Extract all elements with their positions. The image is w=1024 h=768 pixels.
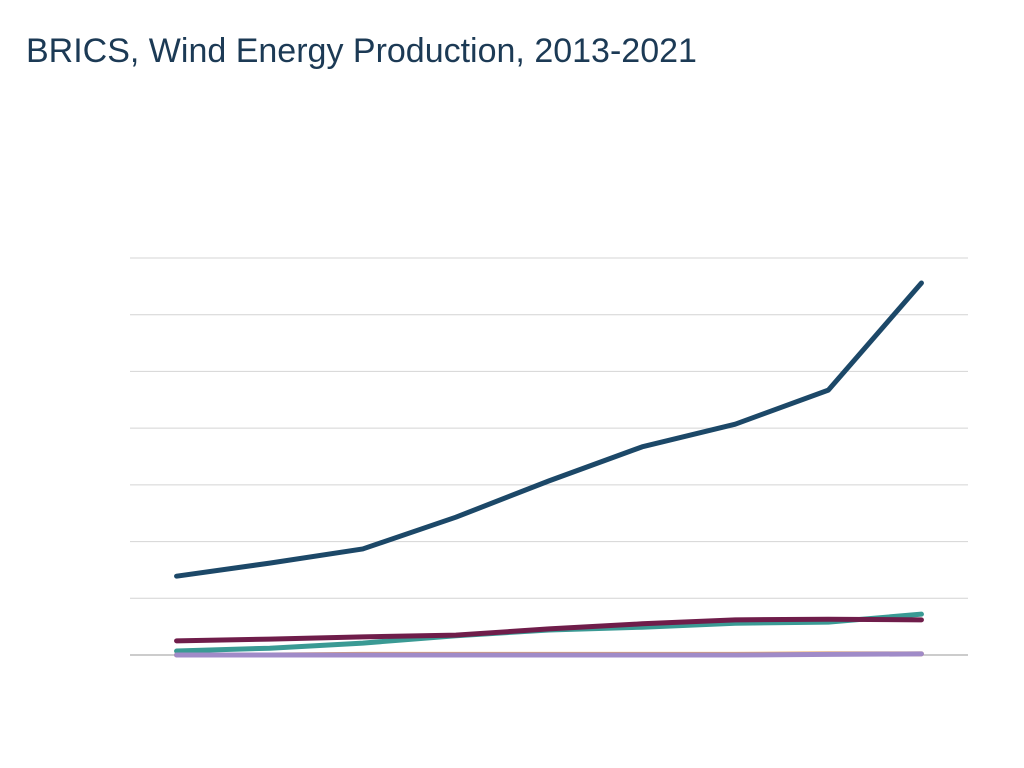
series-line <box>174 651 924 658</box>
chart-title: BRICS, Wind Energy Production, 2013-2021 <box>26 32 697 70</box>
series-line <box>174 280 924 579</box>
series-line <box>174 616 924 644</box>
